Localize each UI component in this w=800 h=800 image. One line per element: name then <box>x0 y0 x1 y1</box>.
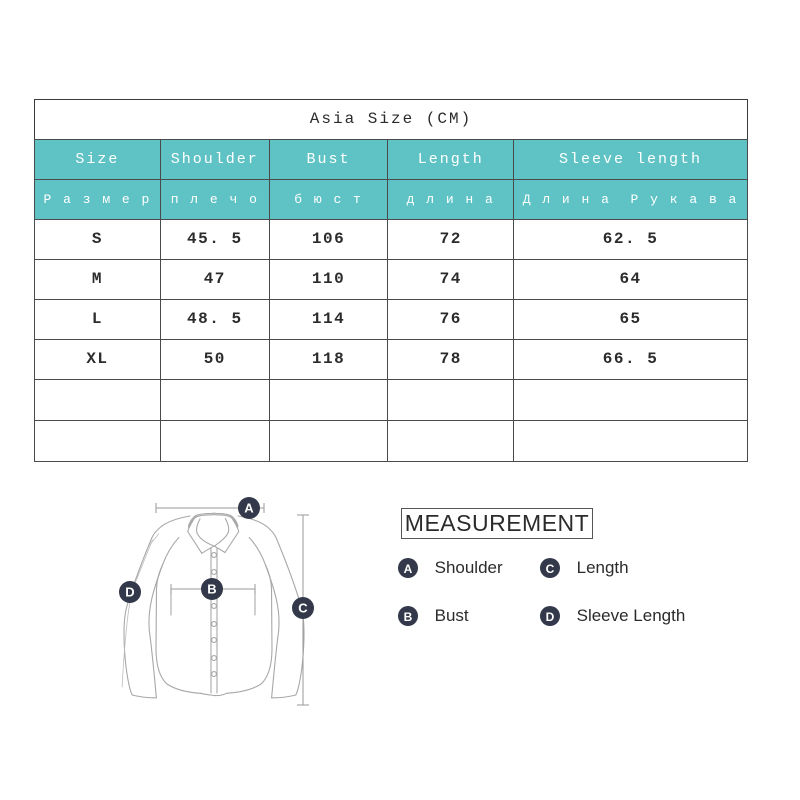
svg-text:A: A <box>244 501 254 516</box>
svg-text:C: C <box>298 601 308 616</box>
svg-text:D: D <box>546 610 555 624</box>
svg-text:D: D <box>125 585 134 600</box>
svg-text:A: A <box>404 562 413 576</box>
svg-text:B: B <box>207 582 216 597</box>
svg-text:B: B <box>404 610 413 624</box>
svg-text:C: C <box>546 562 555 576</box>
